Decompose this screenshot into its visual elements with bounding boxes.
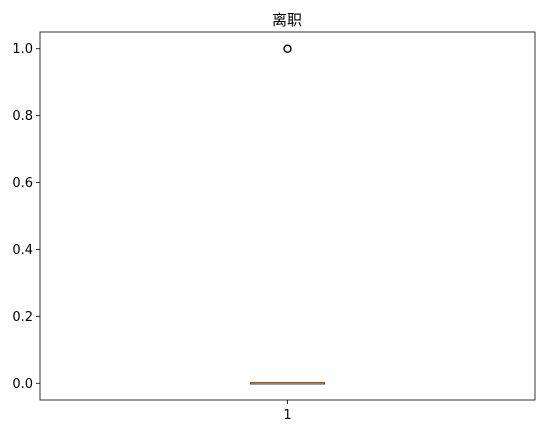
y-tick-label: 0.2: [12, 310, 33, 325]
x-tick-label: 1: [283, 408, 291, 423]
y-tick-label: 1.0: [12, 42, 33, 57]
y-tick-label: 0.8: [12, 109, 33, 124]
x-axis: 1: [283, 400, 292, 423]
plot-frame: [39, 31, 536, 401]
y-axis: 0.0 0.2 0.4 0.6 0.8 1.0: [12, 42, 40, 392]
chart-title: 离职: [272, 11, 302, 29]
y-tick-label: 0.6: [12, 176, 33, 191]
y-tick-label: 0.4: [12, 243, 33, 258]
boxplot-layer: [250, 44, 325, 385]
y-tick-label: 0.0: [12, 377, 33, 392]
outlier-point: [283, 44, 292, 53]
